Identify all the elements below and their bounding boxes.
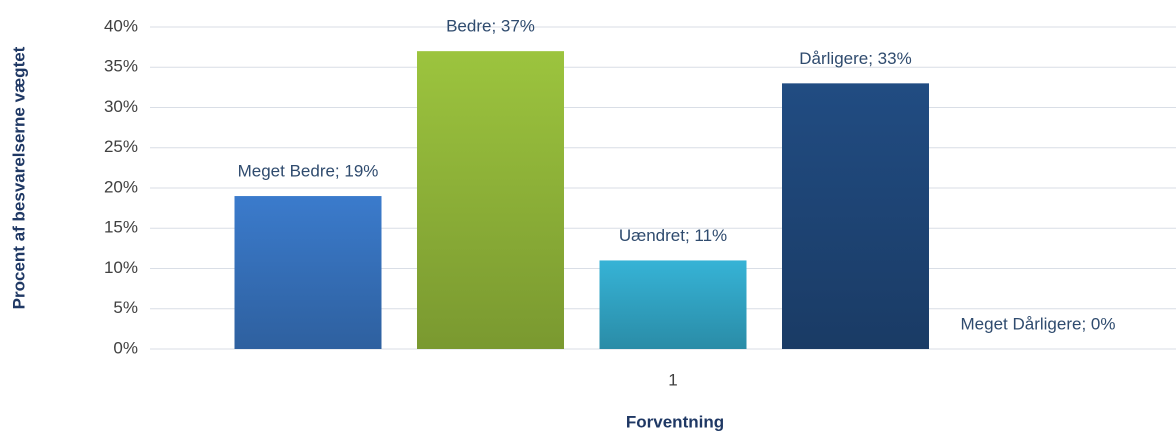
bar <box>599 260 747 349</box>
y-tick-label: 25% <box>104 137 138 156</box>
bar <box>417 51 564 350</box>
y-tick-label: 30% <box>104 97 138 116</box>
x-axis-title: Forventning <box>626 412 724 431</box>
y-tick-label: 40% <box>104 16 138 35</box>
y-tick-label: 20% <box>104 177 138 196</box>
data-label: Dårligere; 33% <box>799 49 911 68</box>
data-label: Meget Bedre; 19% <box>238 162 379 181</box>
y-tick-label: 10% <box>104 258 138 277</box>
data-label: Meget Dårligere; 0% <box>961 314 1116 333</box>
bar <box>234 196 382 349</box>
data-label: Uændret; 11% <box>619 226 727 245</box>
y-tick-label: 15% <box>104 218 138 237</box>
bar <box>782 83 929 349</box>
y-axis-title: Procent af besvarelserne vægtet <box>9 46 28 309</box>
x-tick-label: 1 <box>668 370 677 389</box>
y-tick-label: 0% <box>113 338 138 357</box>
y-tick-label: 35% <box>104 57 138 76</box>
data-label: Bedre; 37% <box>446 17 535 36</box>
y-tick-label: 5% <box>113 298 138 317</box>
